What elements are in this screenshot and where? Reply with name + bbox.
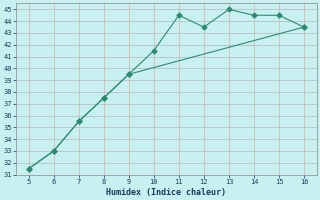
X-axis label: Humidex (Indice chaleur): Humidex (Indice chaleur) bbox=[106, 188, 226, 197]
